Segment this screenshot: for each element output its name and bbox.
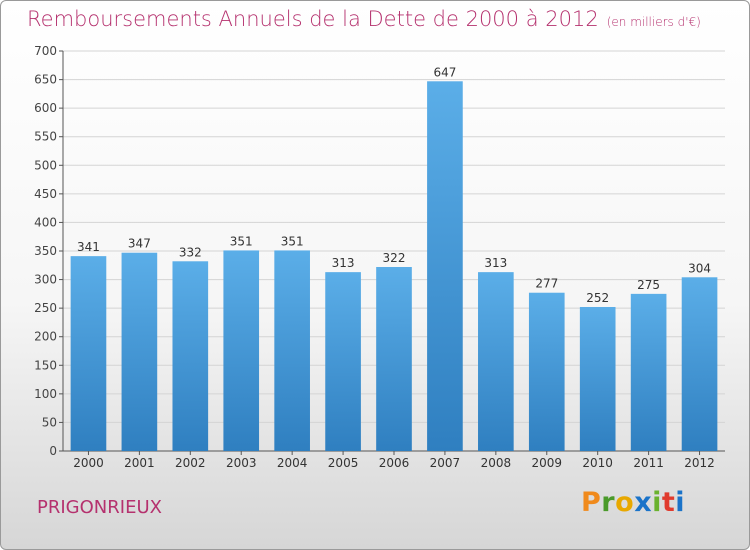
x-tick-label: 2004 [277,456,308,470]
y-tick-label: 650 [34,73,57,87]
bar-value-label: 304 [688,261,711,275]
bar [70,256,107,451]
bar-value-label: 322 [383,251,406,265]
logo-letter: i [652,487,662,518]
bar [630,293,667,451]
logo-letter: o [615,487,635,518]
bar-value-label: 351 [230,234,253,248]
bar [478,272,514,451]
x-tick-label: 2008 [481,456,512,470]
bar-value-label: 313 [332,256,355,270]
bar [223,250,260,451]
x-tick-label: 2003 [226,456,257,470]
bar-value-label: 332 [179,245,202,259]
bar-value-label: 313 [484,256,507,270]
logo-letter: P [581,487,602,518]
bar-value-label: 277 [535,277,558,291]
logo-letter: t [661,487,676,518]
y-tick-labels: 0 50 100 150 200 250 300 350 400 450 500 550 600 650 7… [34,44,57,458]
proxiti-logo: Proxiti [581,487,685,518]
bar [427,81,463,452]
bars: 341 347 332 351 351 313 322 647 313 277 252 275 304 [70,65,718,452]
y-tick-label: 600 [34,101,57,115]
x-tick-label: 2002 [175,456,206,470]
y-tick-label: 350 [34,244,57,258]
logo-letter: i [675,487,686,518]
commune-name: PRIGONRIEUX [37,497,162,518]
bar-value-label: 341 [77,240,100,254]
bar [274,250,310,451]
bar-value-label: 252 [586,291,609,305]
x-tick-label: 2009 [531,456,562,470]
chart-title: Remboursements Annuels de la Dette de 20… [27,7,701,31]
y-tick-label: 550 [34,130,57,144]
bar [681,277,718,451]
bar [121,252,158,451]
x-tick-label: 2000 [73,456,104,470]
bar [579,307,616,451]
y-tick-label: 500 [34,158,57,172]
x-tick-label: 2007 [430,456,461,470]
y-tick-label: 250 [34,301,57,315]
y-tick-label: 0 [49,444,57,458]
logo-letter: r [601,487,616,518]
chart-title-text: Remboursements Annuels de la Dette de 20… [27,7,599,31]
y-tick-label: 300 [34,273,57,287]
y-tick-label: 150 [34,358,57,372]
y-tick-label: 100 [34,387,57,401]
y-tick-label: 450 [34,187,57,201]
y-tick-label: 200 [34,330,57,344]
bar-value-label: 347 [128,237,151,251]
bar [172,261,209,451]
y-tick-label: 400 [34,215,57,229]
bar [376,267,412,451]
bar [325,272,361,451]
y-tick-label: 700 [34,44,57,58]
x-tick-labels: 2000 2001 2002 2003 2004 2005 2006 2007 2008 2009… [73,451,715,470]
logo-letter: x [634,487,653,518]
bar [528,292,565,451]
x-tick-label: 2006 [379,456,410,470]
chart-subtitle: (en milliers d'€) [606,15,701,29]
x-tick-label: 2012 [684,456,715,470]
x-tick-label: 2001 [124,456,155,470]
x-tick-label: 2011 [633,456,664,470]
x-tick-label: 2005 [328,456,359,470]
bar-value-label: 647 [433,65,456,79]
y-tick-label: 50 [42,415,57,429]
bar-value-label: 351 [281,234,304,248]
bar-value-label: 275 [637,278,660,292]
x-tick-label: 2010 [582,456,613,470]
